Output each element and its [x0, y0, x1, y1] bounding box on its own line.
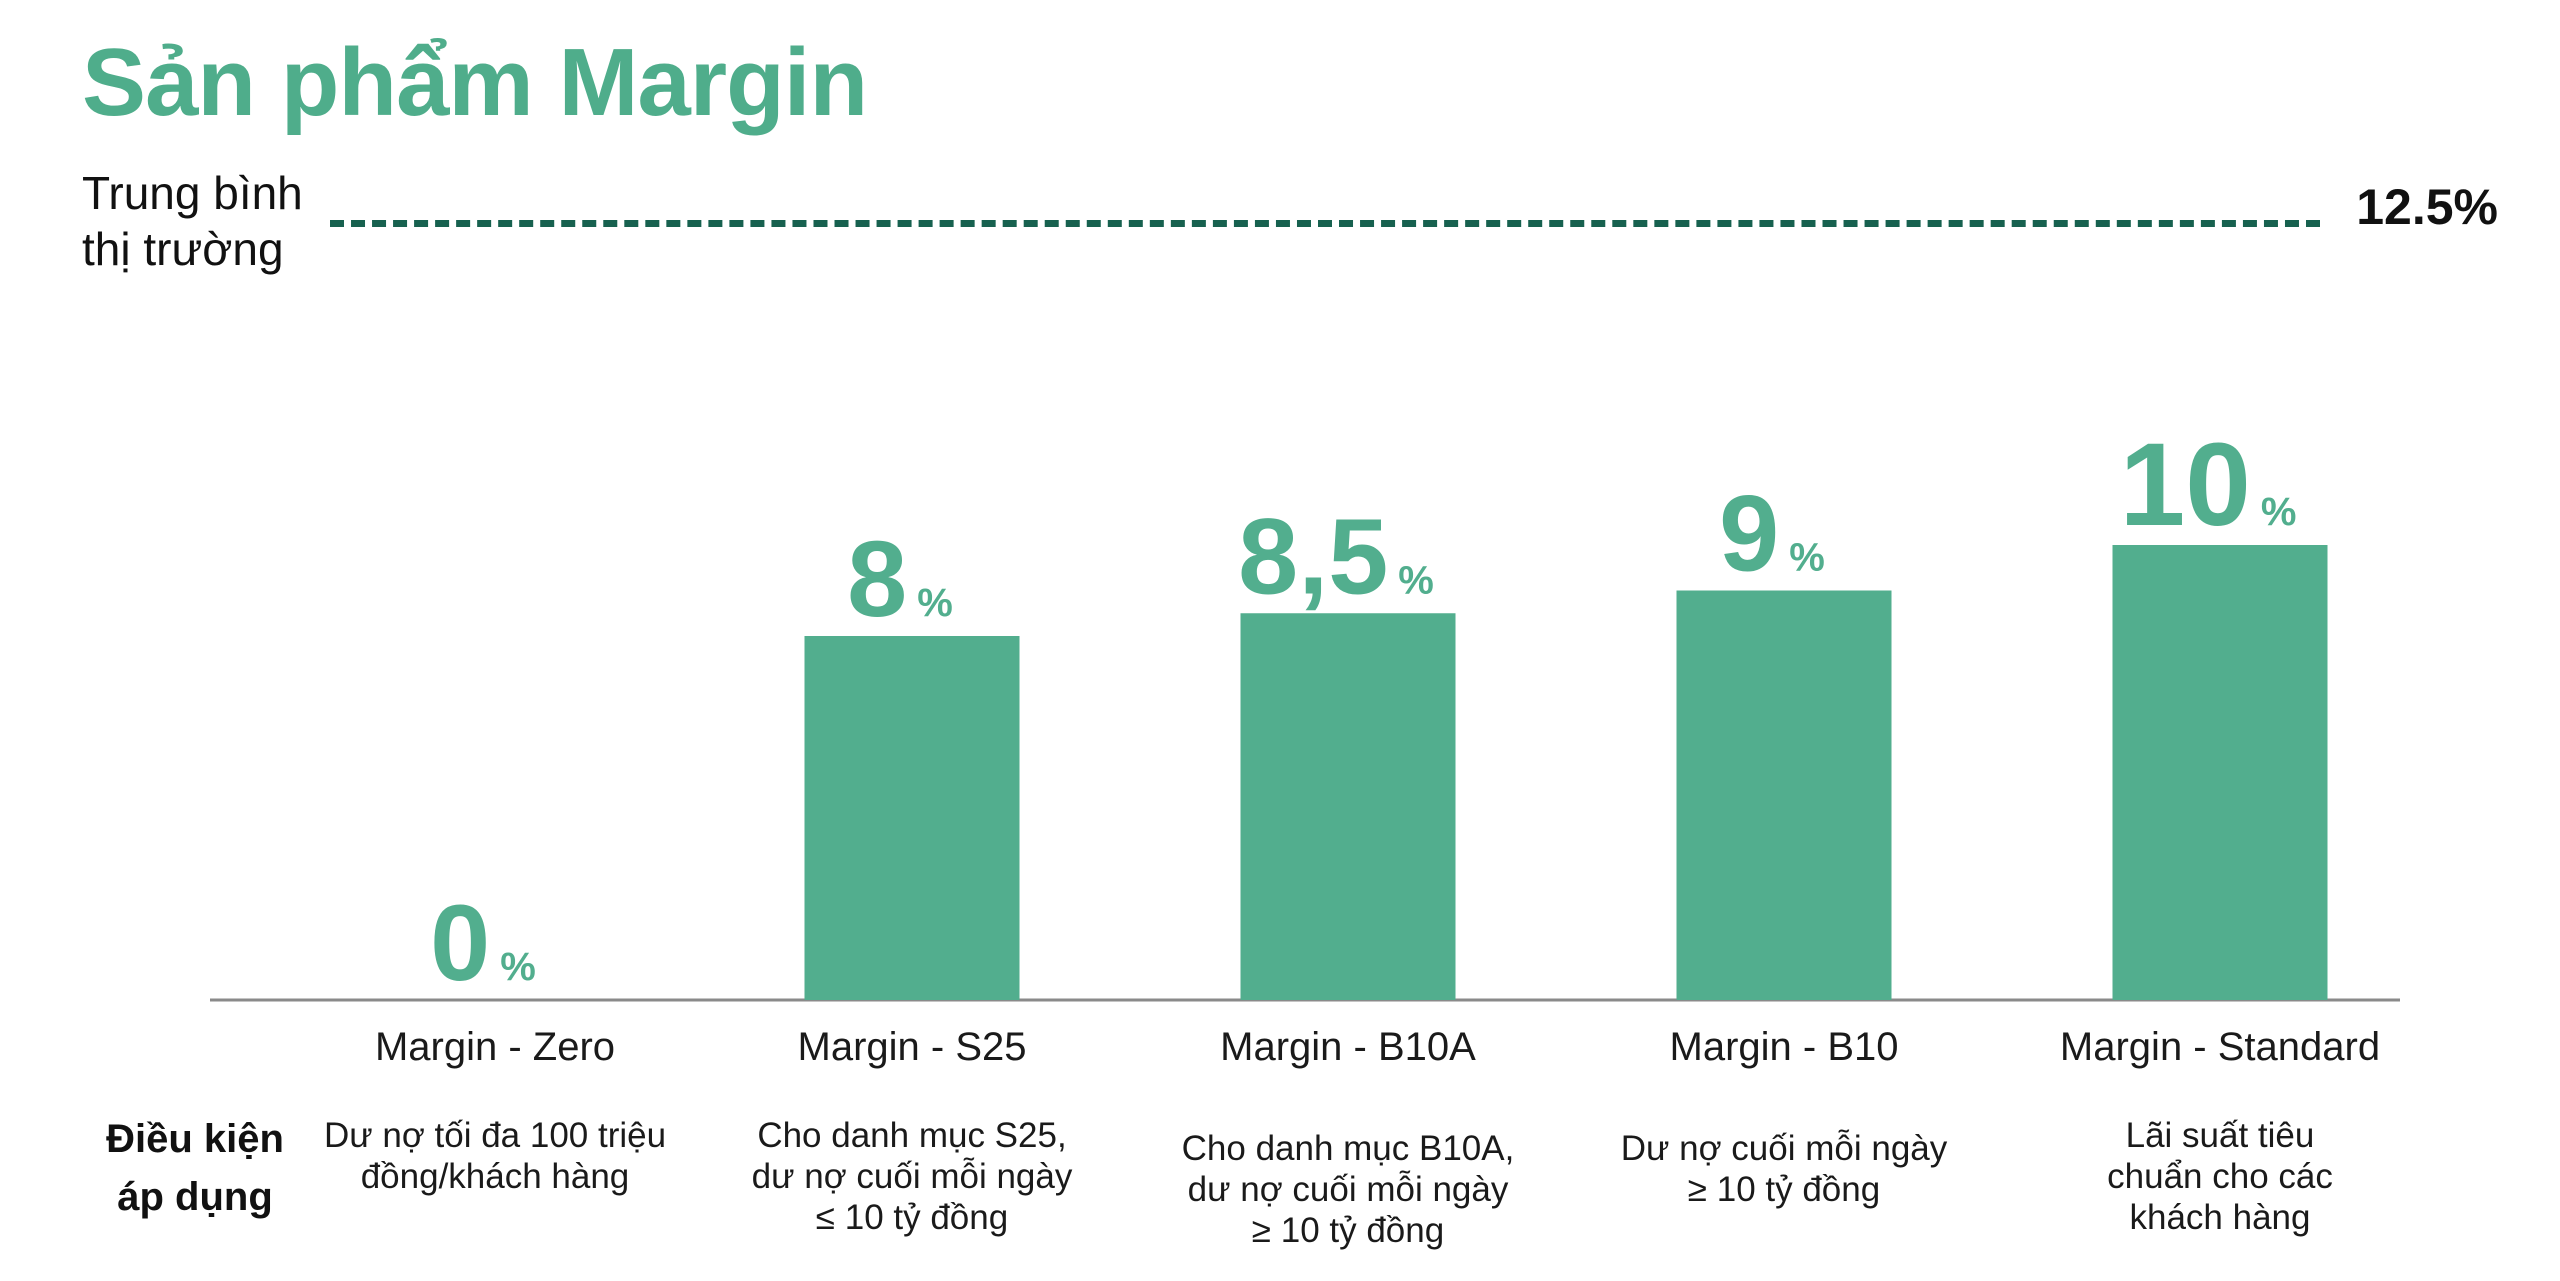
- data-label-5: 10%: [2120, 419, 2297, 551]
- conditions-title-line1: Điều kiện: [106, 1117, 284, 1161]
- condition-text-2-line-2: dư nợ cuối mỗi ngày: [751, 1157, 1073, 1196]
- condition-text-3-line-2: dư nợ cuối mỗi ngày: [1187, 1170, 1509, 1209]
- condition-text-1-line-2: đồng/khách hàng: [360, 1157, 630, 1196]
- condition-text-3-line-3: ≥ 10 tỷ đồng: [1251, 1211, 1445, 1250]
- bar-5: [2112, 545, 2328, 1000]
- condition-text-3: Cho danh mục B10A, dư nợ cuối mỗi ngày ≥ 1…: [1138, 1128, 1558, 1251]
- data-label-4: 9%: [1719, 473, 1825, 594]
- bar-4: [1676, 590, 1892, 1000]
- bar-2: [804, 636, 1020, 1000]
- condition-text-5-line-3: khách hàng: [2129, 1198, 2311, 1237]
- market-average-label: Trung bình thị trường: [82, 165, 342, 277]
- condition-text-4: Dư nợ cuối mỗi ngày ≥ 10 tỷ đồng: [1574, 1128, 1994, 1210]
- condition-text-5-line-1: Lãi suất tiêu: [2125, 1116, 2315, 1155]
- category-label-1: Margin - Zero: [374, 1025, 616, 1069]
- market-average-dashed-line: [330, 220, 2320, 227]
- condition-text-5: Lãi suất tiêu chuẩn cho các khách hàng: [2010, 1115, 2430, 1238]
- market-average-value: 12.5%: [2356, 179, 2498, 235]
- condition-text-2-line-1: Cho danh mục S25,: [757, 1116, 1067, 1155]
- category-label-4: Margin - B10: [1669, 1025, 1899, 1069]
- page-title: Sản phẩm Margin: [82, 29, 868, 136]
- condition-text-4-line-1: Dư nợ cuối mỗi ngày: [1620, 1129, 1948, 1168]
- category-label-2: Margin - S25: [797, 1025, 1027, 1069]
- condition-text-1-line-1: Dư nợ tối đa 100 triệu: [323, 1116, 667, 1155]
- category-label-3: Margin - B10A: [1220, 1025, 1476, 1069]
- category-label-5: Margin - Standard: [2059, 1025, 2381, 1069]
- conditions-title: Điều kiện áp dụng: [60, 1110, 330, 1226]
- market-average-label-line2: thị trường: [82, 223, 284, 275]
- conditions-title-line2: áp dụng: [117, 1175, 273, 1219]
- condition-text-3-line-1: Cho danh mục B10A,: [1181, 1129, 1515, 1168]
- condition-text-5-line-2: chuẩn cho các: [2107, 1157, 2333, 1196]
- bar-3: [1240, 613, 1456, 1000]
- condition-text-2: Cho danh mục S25, dư nợ cuối mỗi ngày ≤ 10…: [702, 1115, 1122, 1238]
- data-label-3: 8,5%: [1238, 495, 1434, 616]
- data-label-1: 0%: [430, 882, 536, 1003]
- condition-text-4-line-2: ≥ 10 tỷ đồng: [1687, 1170, 1881, 1209]
- condition-text-1: Dư nợ tối đa 100 triệu đồng/khách hàng: [285, 1115, 705, 1197]
- market-average-label-line1: Trung bình: [82, 167, 303, 219]
- condition-text-2-line-3: ≤ 10 tỷ đồng: [815, 1198, 1009, 1237]
- data-label-2: 8%: [847, 518, 953, 639]
